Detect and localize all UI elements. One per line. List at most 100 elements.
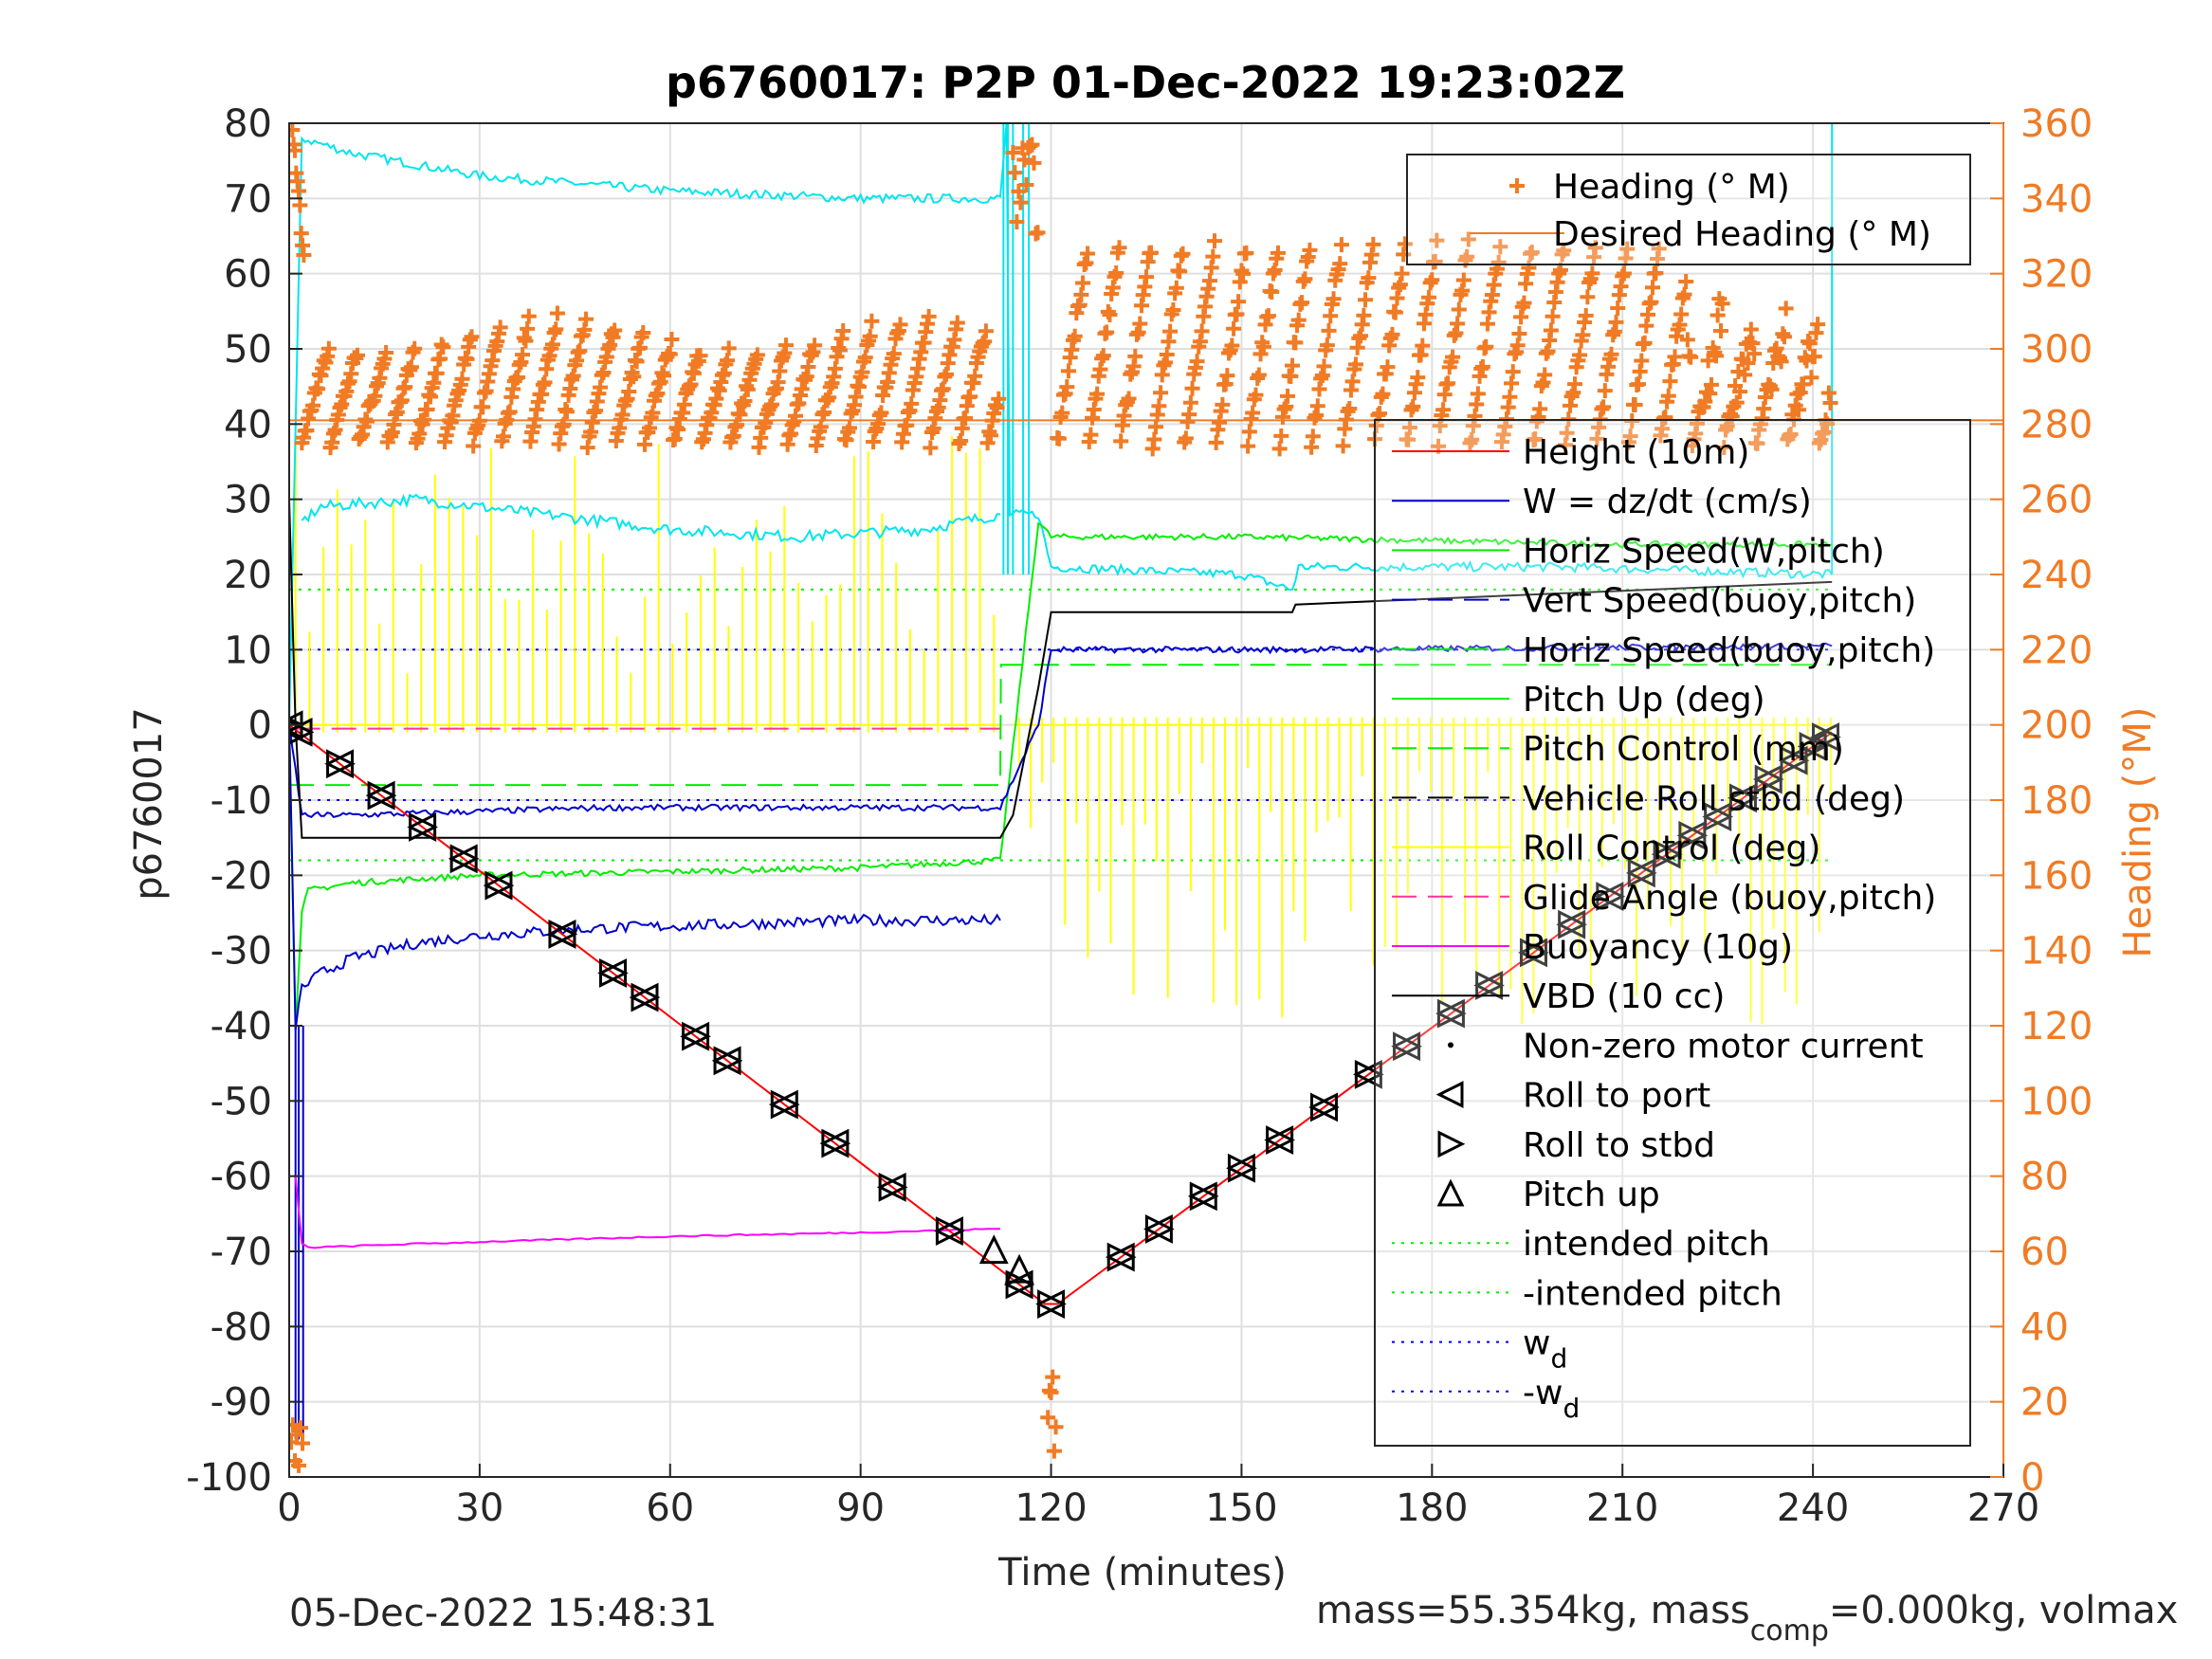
- heading-marker: [1740, 356, 1756, 372]
- heading-marker: [1273, 428, 1289, 444]
- heading-marker: [411, 426, 428, 442]
- heading-marker: [1445, 349, 1461, 365]
- heading-marker: [800, 359, 816, 375]
- heading-marker: [1260, 308, 1276, 324]
- legend-item-roll-to-port-13-symbol: [1435, 1081, 1464, 1109]
- heading-marker: [1455, 272, 1472, 288]
- heading-marker: [1319, 337, 1335, 354]
- heading-marker: [1046, 1443, 1062, 1459]
- y-tick-label: 20: [224, 554, 272, 597]
- heading-marker: [1427, 253, 1443, 269]
- heading-marker: [923, 440, 939, 456]
- heading-marker: [1643, 294, 1659, 310]
- heading-marker: [1746, 346, 1763, 362]
- heading-marker: [1676, 286, 1692, 302]
- heading-marker: [904, 395, 920, 411]
- heading-marker: [1007, 165, 1023, 181]
- heading-marker: [1271, 441, 1288, 457]
- heading-marker: [1245, 405, 1261, 421]
- heading-marker: [1683, 349, 1699, 365]
- heading-marker: [1608, 314, 1624, 330]
- heading-marker: [1380, 359, 1396, 375]
- heading-marker: [1405, 398, 1421, 414]
- heading-marker: [978, 323, 994, 339]
- heading-marker: [1127, 348, 1143, 364]
- roll-to-port-marker: [1143, 1214, 1173, 1244]
- heading-marker: [1178, 430, 1194, 447]
- heading-marker: [1205, 248, 1221, 264]
- heading-marker: [1297, 271, 1313, 287]
- legend-heading-label: Heading (° M): [1553, 168, 1790, 207]
- heading-marker: [464, 329, 480, 345]
- heading-marker: [1791, 402, 1807, 418]
- heading-marker: [607, 322, 623, 338]
- y-right-tick-label: 280: [2020, 403, 2093, 447]
- roll-to-port-marker: [1594, 882, 1624, 912]
- heading-marker: [1662, 374, 1678, 390]
- heading-marker: [1011, 183, 1027, 199]
- heading-marker: [1806, 349, 1822, 365]
- heading-marker: [1627, 396, 1643, 412]
- roll-to-port-marker: [629, 982, 659, 1012]
- roll-to-port-marker: [1353, 1059, 1382, 1089]
- roll-to-port-marker: [1778, 745, 1808, 775]
- heading-marker: [1679, 332, 1695, 348]
- heading-marker: [1102, 307, 1118, 323]
- heading-marker: [1703, 376, 1719, 392]
- heading-marker: [1401, 419, 1417, 435]
- heading-marker: [1168, 280, 1184, 296]
- heading-marker: [1464, 431, 1480, 447]
- heading-marker: [1153, 385, 1169, 401]
- heading-marker: [1240, 438, 1256, 454]
- y-right-tick-label: 100: [2020, 1080, 2093, 1123]
- heading-marker: [1543, 322, 1559, 338]
- legend-item-vehicle-roll-stbd-deg--7-label: Vehicle Roll stbd (deg): [1523, 779, 1905, 818]
- heading-marker: [1410, 370, 1426, 386]
- roll-to-port-marker: [483, 870, 513, 901]
- heading-marker: [1492, 239, 1508, 255]
- plot-area: 0 30 60 90 120 150 180 210 240 270 80 70 60 50 40 30 20 1…: [186, 102, 2093, 1530]
- heading-marker: [1040, 1410, 1056, 1426]
- heading-marker: [1342, 401, 1358, 417]
- legend-item-glide-angle-buoy-pitch--9-label: Glide Angle (buoy,pitch): [1523, 879, 1936, 918]
- heading-marker: [1238, 245, 1254, 261]
- heading-marker: [1651, 241, 1667, 257]
- heading-marker: [1716, 439, 1732, 455]
- legend-heading-symbol: [1509, 178, 1525, 193]
- heading-marker: [1749, 435, 1765, 451]
- roll-to-port-marker: [819, 1128, 850, 1158]
- heading-marker: [1597, 383, 1613, 399]
- heading-marker: [1572, 347, 1588, 363]
- heading-marker: [1372, 406, 1388, 422]
- heading-marker: [1460, 231, 1476, 247]
- heading-marker: [1429, 232, 1445, 248]
- heading-marker: [537, 374, 553, 391]
- heading-marker: [1321, 322, 1337, 338]
- legend-item-w-dz-dt-cm-s--1-label: W = dz/dt (cm/s): [1523, 483, 1812, 521]
- heading-marker: [1700, 353, 1716, 369]
- heading-marker: [862, 328, 878, 344]
- heading-marker: [1067, 328, 1083, 344]
- heading-marker: [629, 354, 645, 370]
- heading-marker: [1737, 367, 1753, 383]
- heading-marker: [1435, 402, 1452, 418]
- heading-marker: [1450, 316, 1466, 332]
- heading-marker: [1714, 296, 1730, 312]
- x-tick-label: 30: [455, 1486, 503, 1530]
- heading-marker: [1580, 289, 1596, 305]
- heading-marker: [841, 420, 857, 436]
- legend-item--w-d-19-subscript: d: [1563, 1393, 1580, 1424]
- heading-marker: [1587, 240, 1603, 256]
- heading-marker: [1018, 177, 1034, 193]
- heading-marker: [419, 401, 435, 417]
- legend-item-intended-pitch-16-label: intended pitch: [1523, 1225, 1770, 1264]
- heading-marker: [1024, 137, 1040, 153]
- heading-marker: [454, 371, 470, 387]
- heading-marker: [1776, 329, 1792, 345]
- heading-marker: [1226, 320, 1242, 337]
- roll-to-port-marker: [1473, 971, 1504, 1000]
- heading-marker: [1782, 427, 1799, 443]
- y-tick-label: -90: [210, 1381, 272, 1425]
- heading-marker: [1051, 430, 1067, 447]
- y-tick-label: -70: [210, 1231, 272, 1274]
